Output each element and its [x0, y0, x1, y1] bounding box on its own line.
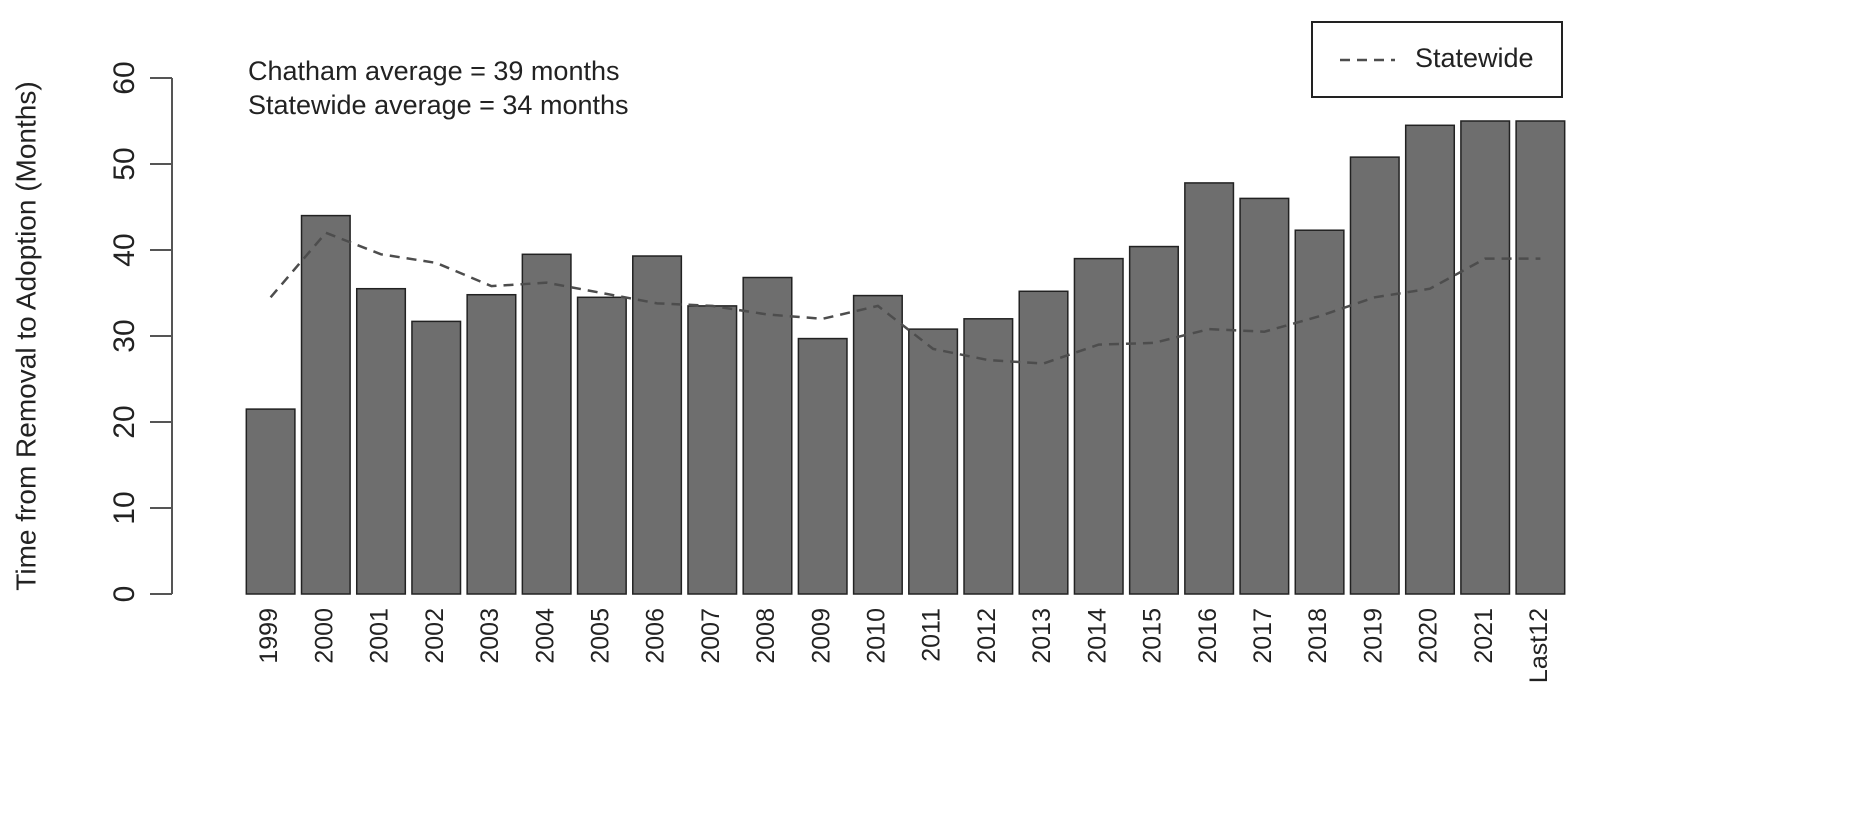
y-tick-label: 50: [108, 147, 141, 180]
x-tick-label: 2011: [918, 608, 946, 662]
y-tick-label: 60: [108, 61, 141, 94]
x-tick-label: 2020: [1415, 608, 1443, 664]
bar: [797, 337, 848, 595]
y-tick-label: 10: [108, 491, 141, 524]
x-tick-label: 2016: [1194, 608, 1222, 664]
x-tick-label: 2000: [310, 608, 338, 664]
line: [269, 231, 1541, 365]
bar: [466, 293, 517, 595]
x-tick-label: 1999: [255, 608, 283, 664]
bar: [1184, 182, 1235, 595]
x-tick-label: 2021: [1470, 608, 1498, 664]
annotation: Chatham average = 39 months: [248, 56, 619, 86]
bar: [687, 305, 738, 595]
legend-label: Statewide: [1415, 43, 1534, 73]
bar: [1239, 197, 1290, 595]
bar: [742, 276, 793, 595]
y-tick-label: 40: [108, 233, 141, 266]
bar: [1404, 124, 1456, 595]
bar: [300, 214, 351, 595]
bar: [576, 296, 627, 595]
x-tick-label: 2002: [421, 608, 449, 664]
legend-box: [1311, 21, 1563, 98]
x-tick-label: 2014: [1083, 608, 1111, 664]
y-tick-label: 30: [108, 319, 141, 352]
x-tick-label: 2007: [697, 608, 725, 664]
bar: [632, 255, 683, 595]
annotation: Statewide average = 34 months: [248, 90, 629, 120]
x-tick-label: 2008: [752, 608, 780, 664]
bar: [1128, 245, 1179, 595]
y-tick-label: 20: [108, 405, 141, 438]
y-tick-label: 0: [108, 586, 141, 603]
bar: [245, 408, 296, 595]
bar: [411, 320, 462, 595]
bar: [852, 294, 903, 595]
bar: [1018, 290, 1069, 595]
x-tick-label: 2019: [1359, 608, 1387, 664]
y-axis-label: Time from Removal to Adoption (Months): [10, 81, 41, 590]
x-tick-label: 2009: [807, 608, 835, 664]
bar: [1073, 257, 1124, 595]
x-tick-label: 2013: [1028, 608, 1056, 664]
x-tick-label: 2012: [973, 608, 1001, 664]
bar: [1294, 229, 1345, 595]
bar: [1349, 156, 1400, 595]
x-tick-label: 2010: [863, 608, 891, 664]
x-tick-label: 2001: [366, 608, 394, 664]
x-tick-label: Last12: [1525, 608, 1553, 683]
x-tick-label: 2004: [531, 608, 559, 664]
x-tick-label: 2005: [586, 608, 614, 664]
bar: [1460, 120, 1511, 595]
x-tick-label: 2018: [1304, 608, 1332, 664]
x-tick-label: 2006: [642, 608, 670, 664]
bar: [908, 328, 959, 595]
bar: [355, 287, 407, 595]
bar: [963, 318, 1014, 595]
bar: [521, 253, 572, 595]
x-tick-label: 2003: [476, 608, 504, 664]
x-tick-label: 2017: [1249, 608, 1277, 664]
bar: [1515, 120, 1566, 595]
x-tick-label: 2015: [1139, 608, 1167, 664]
